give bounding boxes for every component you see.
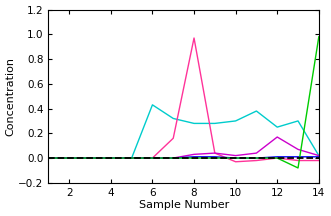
X-axis label: Sample Number: Sample Number bbox=[138, 200, 229, 210]
Y-axis label: Concentration: Concentration bbox=[6, 57, 16, 136]
